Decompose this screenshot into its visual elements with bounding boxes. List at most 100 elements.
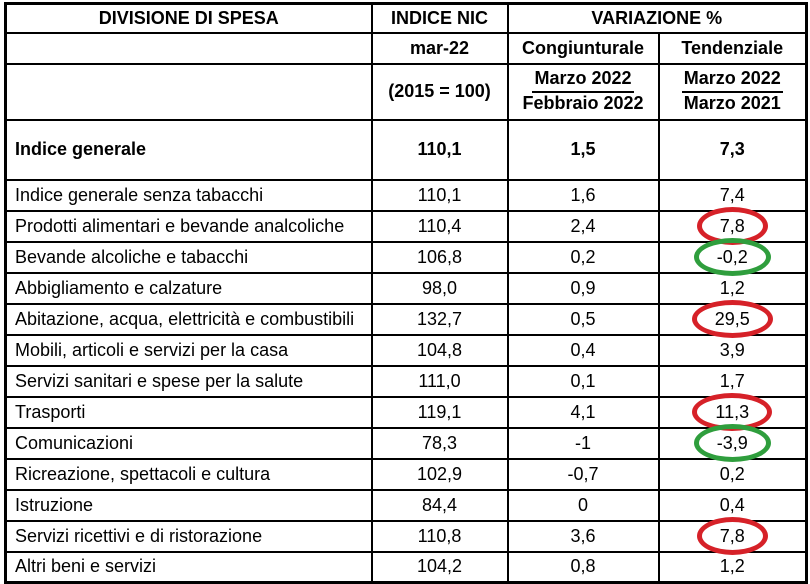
congiunturale-value-text: -0,7 bbox=[567, 463, 599, 484]
table-row: Indice generale 110,1 1,5 7,3 bbox=[4, 118, 808, 181]
row-label-text: Indice generale bbox=[15, 139, 147, 159]
tendenziale-value-text: 7,4 bbox=[719, 184, 745, 205]
congiunturale-value-text: 0,9 bbox=[570, 277, 596, 298]
nic-value: 102,9 bbox=[370, 457, 509, 491]
nic-value-text: 106,8 bbox=[416, 246, 463, 267]
congiunturale-value: 0,1 bbox=[506, 364, 660, 398]
empty-header-cell bbox=[4, 62, 373, 121]
tendenziale-value: 7,8 bbox=[657, 519, 808, 553]
table-row: Trasporti 119,1 4,1 11,3 bbox=[4, 395, 808, 429]
row-label-text: Servizi sanitari e spese per la salute bbox=[15, 370, 304, 391]
tendenziale-value: 7,3 bbox=[657, 118, 808, 181]
header-row-1: DIVISIONE DI SPESA INDICE NIC VARIAZIONE… bbox=[4, 2, 808, 34]
congiunturale-value: 2,4 bbox=[506, 209, 660, 243]
table-row: Prodotti alimentari e bevande analcolich… bbox=[4, 209, 808, 243]
congiunturale-value-text: 4,1 bbox=[570, 401, 596, 422]
table-row: Ricreazione, spettacoli e cultura 102,9 -0… bbox=[4, 457, 808, 491]
table-header: DIVISIONE DI SPESA INDICE NIC VARIAZIONE… bbox=[4, 2, 808, 121]
congiunturale-value-text: 1,6 bbox=[570, 184, 596, 205]
tendenziale-value: 0,4 bbox=[657, 488, 808, 522]
tendenziale-value: 3,9 bbox=[657, 333, 808, 367]
row-label-text: Prodotti alimentari e bevande analcolich… bbox=[15, 215, 345, 236]
row-label: Servizi sanitari e spese per la salute bbox=[4, 364, 373, 398]
row-label-text: Ricreazione, spettacoli e cultura bbox=[15, 463, 271, 484]
nic-value-text: 104,2 bbox=[416, 556, 463, 577]
congiunturale-value: 0,5 bbox=[506, 302, 660, 336]
nic-value-text: 102,9 bbox=[416, 463, 463, 484]
nic-value-text: 110,8 bbox=[417, 525, 462, 546]
nic-value: 104,8 bbox=[370, 333, 509, 367]
congiunturale-value-text: 0,5 bbox=[570, 308, 596, 329]
table-row: Abbigliamento e calzature 98,0 0,9 1,2 bbox=[4, 271, 808, 305]
row-label-text: Indice generale senza tabacchi bbox=[15, 184, 264, 205]
row-label: Bevande alcoliche e tabacchi bbox=[4, 240, 373, 274]
row-label: Indice generale bbox=[4, 118, 373, 181]
period-denominator: Marzo 2021 bbox=[683, 93, 781, 113]
row-label: Ricreazione, spettacoli e cultura bbox=[4, 457, 373, 491]
congiunturale-value: 0,8 bbox=[506, 550, 660, 584]
nic-value-text: 110,1 bbox=[417, 139, 462, 159]
row-label-text: Bevande alcoliche e tabacchi bbox=[15, 246, 249, 267]
congiunturale-value: 0,2 bbox=[506, 240, 660, 274]
row-label-text: Altri beni e servizi bbox=[15, 556, 157, 577]
congiunturale-value: 4,1 bbox=[506, 395, 660, 429]
subheader-mar-22: mar-22 bbox=[370, 31, 509, 65]
nic-value: 110,1 bbox=[370, 178, 509, 212]
table-row: Bevande alcoliche e tabacchi 106,8 0,2 -0,2 bbox=[4, 240, 808, 274]
col-header-divisione-di-spesa: DIVISIONE DI SPESA bbox=[4, 2, 373, 34]
nic-value-text: 110,1 bbox=[417, 184, 462, 205]
tendenziale-value-text: -3,9 bbox=[716, 432, 748, 453]
nic-value-text: 84,4 bbox=[421, 494, 458, 515]
tendenziale-value: 1,2 bbox=[657, 550, 808, 584]
period-numerator: Marzo 2022 bbox=[532, 68, 634, 93]
row-label: Altri beni e servizi bbox=[4, 550, 373, 584]
nic-value: 84,4 bbox=[370, 488, 509, 522]
table-body: Indice generale 110,1 1,5 7,3 Indice general… bbox=[4, 118, 808, 584]
table-row: Istruzione 84,4 0 0,4 bbox=[4, 488, 808, 522]
tendenziale-value-text: 7,8 bbox=[719, 525, 745, 546]
tendenziale-value: 29,5 bbox=[657, 302, 808, 336]
congiunturale-value-text: 2,4 bbox=[570, 215, 596, 236]
col-header-indice-nic: INDICE NIC bbox=[370, 2, 509, 34]
tendenziale-value: 7,8 bbox=[657, 209, 808, 243]
empty-header-cell bbox=[4, 31, 373, 65]
tendenziale-value: -0,2 bbox=[657, 240, 808, 274]
nic-value: 110,1 bbox=[370, 118, 509, 181]
row-label: Prodotti alimentari e bevande analcolich… bbox=[4, 209, 373, 243]
subheader-tendenziale: Tendenziale bbox=[657, 31, 808, 65]
row-label-text: Abitazione, acqua, elettricità e combust… bbox=[15, 308, 355, 329]
tendenziale-value-text: 1,2 bbox=[719, 277, 745, 298]
congiunturale-value: 0,9 bbox=[506, 271, 660, 305]
tendenziale-value-text: 1,7 bbox=[719, 370, 745, 391]
nic-value: 132,7 bbox=[370, 302, 509, 336]
table-row: Mobili, articoli e servizi per la casa 10… bbox=[4, 333, 808, 367]
row-label: Indice generale senza tabacchi bbox=[4, 178, 373, 212]
congiunturale-value-text: 3,6 bbox=[570, 525, 596, 546]
table-row: Altri beni e servizi 104,2 0,8 1,2 bbox=[4, 550, 808, 584]
tendenziale-value-text: 11,3 bbox=[715, 401, 750, 422]
table-row: Abitazione, acqua, elettricità e combust… bbox=[4, 302, 808, 336]
congiunturale-value: -0,7 bbox=[506, 457, 660, 491]
congiunturale-value: 1,5 bbox=[506, 118, 660, 181]
row-label: Mobili, articoli e servizi per la casa bbox=[4, 333, 373, 367]
tendenziale-value: 7,4 bbox=[657, 178, 808, 212]
table-row: Servizi ricettivi e di ristorazione 110,8… bbox=[4, 519, 808, 553]
nic-value-text: 110,4 bbox=[417, 215, 462, 236]
tendenziale-value-text: 7,8 bbox=[719, 215, 745, 236]
nic-value: 104,2 bbox=[370, 550, 509, 584]
header-row-2: mar-22 Congiunturale Tendenziale bbox=[4, 31, 808, 65]
row-label-text: Abbigliamento e calzature bbox=[15, 277, 223, 298]
nic-value: 119,1 bbox=[370, 395, 509, 429]
tendenziale-value: 11,3 bbox=[657, 395, 808, 429]
nic-value: 111,0 bbox=[370, 364, 509, 398]
congiunturale-value-text: 0,2 bbox=[570, 246, 596, 267]
congiunturale-value-text: 1,5 bbox=[570, 139, 596, 159]
congiunturale-value: 3,6 bbox=[506, 519, 660, 553]
row-label-text: Comunicazioni bbox=[15, 432, 134, 453]
tendenziale-value: 1,7 bbox=[657, 364, 808, 398]
subheader-tendenziale-period: Marzo 2022 Marzo 2021 bbox=[657, 62, 808, 121]
congiunturale-value-text: -1 bbox=[574, 432, 591, 453]
nic-value: 98,0 bbox=[370, 271, 509, 305]
row-label: Servizi ricettivi e di ristorazione bbox=[4, 519, 373, 553]
nic-value-text: 78,3 bbox=[421, 432, 458, 453]
